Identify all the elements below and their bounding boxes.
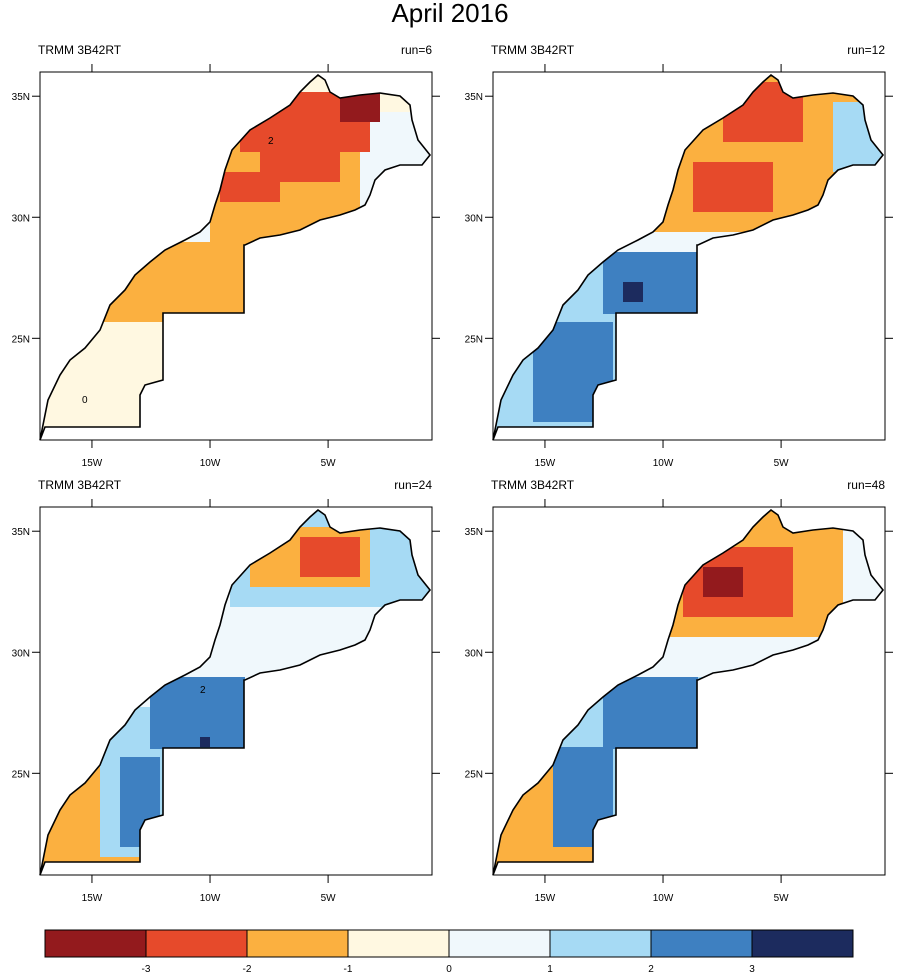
lon-tick-label: 10W: [653, 458, 674, 469]
contour-label: 2: [200, 685, 206, 696]
colorbar-box: [751, 929, 854, 958]
panel-right-label: run=6: [401, 43, 432, 57]
colorbar-label: -3: [142, 964, 151, 975]
lat-tick-label: 25N: [465, 334, 483, 345]
lon-tick-label: 10W: [653, 893, 674, 904]
panel-left-label: TRMM 3B42RT: [491, 478, 575, 492]
map-frame: [492, 506, 886, 876]
colorbar-label: -2: [243, 964, 252, 975]
precip-field: [40, 510, 430, 875]
lon-tick-label: 5W: [321, 893, 337, 904]
contour-label: 0: [82, 395, 88, 406]
colorbar-box: [448, 929, 551, 958]
lon-tick-label: 10W: [200, 458, 221, 469]
field-patch: [300, 537, 360, 577]
panel-right-label: run=12: [847, 43, 885, 57]
field-patch: [200, 737, 210, 747]
field-patch: [533, 322, 613, 422]
field-patch: [553, 747, 613, 847]
field-patch: [833, 102, 883, 172]
lat-tick-label: 35N: [465, 92, 483, 103]
field-patch: [150, 677, 245, 749]
lat-tick-label: 30N: [465, 648, 483, 659]
colorbar-label: -1: [344, 964, 353, 975]
lat-tick-label: 25N: [465, 769, 483, 780]
colorbar-box: [650, 929, 753, 958]
map-panel: TRMM 3B42RT run=24 2 35N 30N 25N 15W 10W 5W: [12, 478, 440, 904]
colorbar-label: 2: [648, 964, 654, 975]
panel-left-label: TRMM 3B42RT: [38, 43, 122, 57]
map-frame: [39, 506, 433, 876]
lon-tick-label: 15W: [535, 458, 556, 469]
lon-tick-label: 15W: [82, 893, 103, 904]
lon-tick-label: 5W: [774, 893, 790, 904]
map-panel: TRMM 3B42RT run=48 35N 30N 25N 15W 10W 5W: [465, 478, 893, 904]
panel-left-label: TRMM 3B42RT: [491, 43, 575, 57]
field-patch: [603, 677, 698, 749]
lat-tick-label: 25N: [12, 334, 30, 345]
lat-tick-label: 35N: [465, 527, 483, 538]
field-patch: [100, 242, 250, 322]
lon-tick-label: 15W: [82, 458, 103, 469]
colorbar-label: 3: [749, 964, 755, 975]
country-border: [492, 508, 885, 876]
lat-tick-label: 30N: [465, 213, 483, 224]
colorbar-label: 0: [446, 964, 452, 975]
colorbar-box: [145, 929, 248, 958]
colorbar-label: 1: [547, 964, 553, 975]
precip-field: [493, 75, 883, 440]
lon-tick-label: 5W: [321, 458, 337, 469]
precip-field: [40, 75, 430, 440]
lon-tick-label: 15W: [535, 893, 556, 904]
precip-field: [493, 510, 883, 875]
map-panel: TRMM 3B42RT run=12 35N 30N 25N 15W 10W 5W: [465, 43, 893, 469]
map-frame: [492, 71, 886, 441]
lat-tick-label: 35N: [12, 527, 30, 538]
colorbar-box: [347, 929, 450, 958]
field-patch: [693, 162, 773, 212]
field-patch: [723, 82, 803, 142]
figure-title: April 2016: [391, 0, 508, 28]
colorbar-box: [549, 929, 652, 958]
lon-tick-label: 10W: [200, 893, 221, 904]
lat-tick-label: 35N: [12, 92, 30, 103]
country-border: [39, 508, 432, 876]
lat-tick-label: 30N: [12, 213, 30, 224]
lat-tick-label: 25N: [12, 769, 30, 780]
lat-tick-label: 30N: [12, 648, 30, 659]
map-panel: TRMM 3B42RT run=6 2 0 35N 30N 25N 15W 10W 5W: [12, 43, 440, 469]
contour-label: 2: [268, 136, 274, 147]
lon-tick-label: 5W: [774, 458, 790, 469]
field-patch: [603, 252, 698, 314]
colorbar-box: [44, 929, 147, 958]
field-patch: [703, 567, 743, 597]
panel-right-label: run=48: [847, 478, 885, 492]
field-patch: [220, 172, 280, 202]
colorbar-box: [246, 929, 349, 958]
country-border: [492, 73, 885, 441]
country-border: [39, 73, 432, 441]
map-frame: [39, 71, 433, 441]
panel-right-label: run=24: [394, 478, 432, 492]
field-patch: [623, 282, 643, 302]
panel-left-label: TRMM 3B42RT: [38, 478, 122, 492]
